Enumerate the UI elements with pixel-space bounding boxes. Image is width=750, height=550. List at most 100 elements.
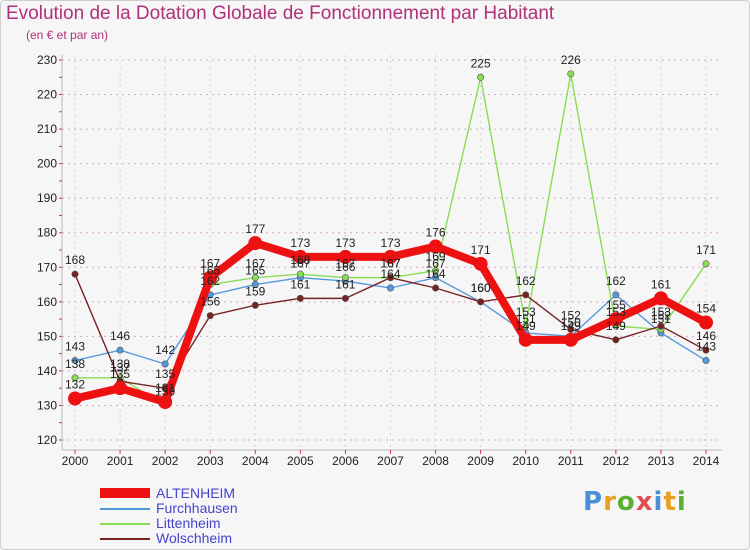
data-point-wolschheim bbox=[206, 312, 214, 320]
data-label-altenheim: 173 bbox=[335, 236, 355, 250]
data-point-wolschheim bbox=[567, 325, 575, 333]
x-tick-label: 2004 bbox=[242, 454, 269, 468]
legend-label-wolschheim: Wolschheim bbox=[156, 530, 232, 546]
data-label-furchhausen: 165 bbox=[245, 264, 265, 278]
data-point-wolschheim bbox=[341, 294, 349, 302]
data-point-altenheim bbox=[203, 270, 218, 285]
data-point-littenheim bbox=[567, 70, 575, 78]
x-tick-label: 2006 bbox=[332, 454, 359, 468]
data-point-wolschheim bbox=[71, 270, 79, 278]
data-label-altenheim: 155 bbox=[606, 298, 626, 312]
data-label-littenheim: 226 bbox=[561, 53, 581, 67]
data-point-furchhausen bbox=[432, 274, 440, 282]
legend-swatch-wolschheim bbox=[100, 538, 150, 540]
data-point-furchhausen bbox=[251, 281, 259, 289]
data-point-altenheim bbox=[563, 332, 578, 347]
y-tick-label: 120 bbox=[37, 433, 57, 447]
data-point-altenheim bbox=[428, 239, 443, 254]
data-label-altenheim: 167 bbox=[200, 257, 220, 271]
data-label-altenheim: 154 bbox=[696, 302, 716, 316]
data-label-altenheim: 131 bbox=[155, 381, 175, 395]
y-tick-label: 210 bbox=[37, 122, 57, 136]
data-point-littenheim bbox=[432, 267, 440, 275]
data-point-wolschheim bbox=[251, 301, 259, 309]
data-point-altenheim bbox=[248, 236, 263, 251]
data-point-altenheim bbox=[518, 332, 533, 347]
data-label-wolschheim: 159 bbox=[245, 284, 265, 298]
x-tick-label: 2010 bbox=[512, 454, 539, 468]
chart-title: Evolution de la Dotation Globale de Fonc… bbox=[6, 3, 555, 24]
legend-label-altenheim: ALTENHEIM bbox=[156, 485, 236, 501]
x-tick-label: 2002 bbox=[152, 454, 179, 468]
data-label-altenheim: 171 bbox=[471, 243, 491, 257]
data-label-littenheim: 165 bbox=[200, 264, 220, 278]
data-point-altenheim bbox=[68, 391, 82, 406]
x-tick-label: 2012 bbox=[603, 454, 630, 468]
data-point-altenheim bbox=[699, 315, 713, 330]
data-label-furchhausen: 167 bbox=[290, 257, 310, 271]
x-tick-label: 2013 bbox=[648, 454, 675, 468]
proxiti-logo: Proxiti bbox=[583, 487, 687, 517]
data-point-wolschheim bbox=[702, 346, 710, 354]
data-label-furchhausen: 142 bbox=[155, 343, 175, 357]
data-label-altenheim: 173 bbox=[380, 236, 400, 250]
data-label-littenheim: 167 bbox=[245, 257, 265, 271]
x-tick-label: 2005 bbox=[287, 454, 314, 468]
data-point-wolschheim bbox=[477, 298, 485, 306]
data-label-littenheim: 167 bbox=[335, 257, 355, 271]
legend-label-littenheim: Littenheim bbox=[156, 515, 221, 531]
data-label-wolschheim: 164 bbox=[426, 267, 446, 281]
data-label-furchhausen: 162 bbox=[200, 274, 220, 288]
data-label-wolschheim: 162 bbox=[516, 274, 536, 288]
y-tick-label: 140 bbox=[37, 364, 57, 378]
data-label-littenheim: 138 bbox=[65, 357, 85, 371]
data-point-littenheim bbox=[71, 374, 79, 382]
data-label-wolschheim: 149 bbox=[606, 319, 626, 333]
y-tick-label: 190 bbox=[37, 191, 57, 205]
data-point-furchhausen bbox=[71, 357, 79, 365]
data-label-furchhausen: 166 bbox=[335, 260, 355, 274]
data-label-furchhausen: 164 bbox=[380, 267, 400, 281]
data-point-furchhausen bbox=[161, 360, 169, 368]
data-label-wolschheim: 161 bbox=[290, 277, 310, 291]
data-label-altenheim: 177 bbox=[245, 222, 265, 236]
data-point-altenheim bbox=[113, 381, 128, 396]
x-tick-label: 2009 bbox=[467, 454, 494, 468]
data-label-wolschheim: 146 bbox=[696, 329, 716, 343]
data-point-altenheim bbox=[383, 249, 398, 264]
data-point-littenheim bbox=[477, 73, 485, 81]
legend-swatch-littenheim bbox=[100, 523, 150, 525]
data-label-furchhausen: 143 bbox=[65, 340, 85, 354]
data-point-wolschheim bbox=[612, 336, 620, 344]
data-point-littenheim bbox=[702, 260, 710, 268]
logo-letter: r bbox=[603, 487, 617, 517]
y-tick-label: 130 bbox=[37, 398, 57, 412]
data-label-furchhausen: 151 bbox=[651, 312, 671, 326]
data-label-wolschheim: 161 bbox=[335, 277, 355, 291]
data-label-altenheim: 173 bbox=[290, 236, 310, 250]
data-point-furchhausen bbox=[612, 291, 620, 299]
x-tick-label: 2003 bbox=[197, 454, 224, 468]
x-tick-label: 2014 bbox=[693, 454, 720, 468]
data-point-littenheim bbox=[522, 322, 530, 330]
data-point-furchhausen bbox=[386, 284, 394, 292]
logo-letter: i bbox=[653, 487, 664, 517]
data-label-furchhausen: 143 bbox=[696, 340, 716, 354]
data-label-altenheim: 161 bbox=[651, 277, 671, 291]
data-label-furchhausen: 162 bbox=[606, 274, 626, 288]
data-point-wolschheim bbox=[657, 322, 665, 330]
data-label-wolschheim: 167 bbox=[380, 257, 400, 271]
logo-letter: P bbox=[583, 487, 604, 517]
data-label-wolschheim: 168 bbox=[65, 253, 85, 267]
x-tick-label: 2000 bbox=[62, 454, 89, 468]
data-point-furchhausen bbox=[702, 357, 710, 365]
data-label-furchhausen: 150 bbox=[561, 315, 581, 329]
data-label-wolschheim: 156 bbox=[200, 295, 220, 309]
legend-label-furchhausen: Furchhausen bbox=[156, 500, 238, 516]
y-tick-label: 200 bbox=[37, 157, 57, 171]
data-label-littenheim: 153 bbox=[516, 305, 536, 319]
legend-swatch-altenheim bbox=[100, 488, 150, 498]
data-label-littenheim: 138 bbox=[110, 357, 130, 371]
y-tick-label: 230 bbox=[37, 53, 57, 67]
